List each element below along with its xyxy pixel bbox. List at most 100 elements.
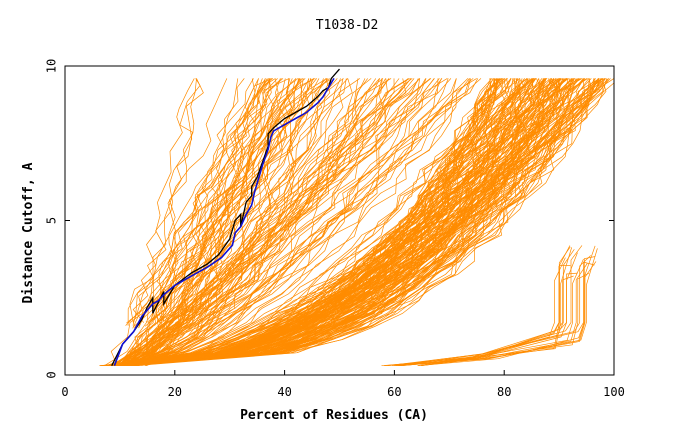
- model-curve: [399, 245, 583, 367]
- x-tick-label: 80: [497, 385, 511, 399]
- model-curve: [129, 78, 474, 367]
- model-curve: [138, 78, 431, 366]
- model-curve: [114, 78, 604, 367]
- x-tick-label: 20: [168, 385, 182, 399]
- model-curve: [402, 245, 571, 367]
- model-curve: [124, 78, 320, 366]
- model-curve: [417, 245, 596, 367]
- chart-title: T1038-D2: [316, 18, 379, 33]
- model-curve: [154, 78, 266, 326]
- model-curve: [114, 78, 332, 367]
- y-axis-label: Distance Cutoff, A: [21, 162, 36, 303]
- model-curve: [102, 78, 517, 367]
- model-curve: [113, 78, 512, 367]
- model-curve: [132, 78, 195, 323]
- model-curve: [141, 78, 472, 367]
- model-curve: [110, 78, 269, 366]
- model-curve: [136, 78, 457, 367]
- model-curve: [106, 78, 603, 367]
- model-curve: [126, 78, 263, 366]
- model-curve: [124, 78, 479, 367]
- model-curve: [129, 78, 395, 367]
- model-curve: [132, 78, 254, 328]
- model-curve: [118, 78, 384, 366]
- y-tick-label: 10: [45, 59, 59, 73]
- model-curve: [112, 78, 590, 367]
- model-curve: [122, 78, 383, 367]
- y-tick-label: 0: [45, 371, 59, 378]
- model-curve: [146, 78, 316, 320]
- model-curve: [387, 255, 591, 367]
- model-curve: [130, 78, 495, 367]
- model-curve: [110, 78, 328, 366]
- model-curve: [124, 78, 413, 367]
- model-curve: [124, 78, 540, 367]
- model-curve: [131, 78, 415, 367]
- model-curve: [119, 78, 344, 367]
- model-curve: [132, 78, 368, 367]
- model-curve: [131, 78, 380, 366]
- model-curve: [119, 78, 547, 367]
- model-curve: [105, 78, 338, 367]
- model-curve: [116, 78, 567, 367]
- model-curve: [145, 78, 449, 367]
- model-curve: [120, 78, 471, 367]
- model-curve: [120, 78, 435, 366]
- model-curve: [118, 78, 520, 367]
- model-curve: [157, 78, 197, 321]
- model-curve: [114, 78, 259, 367]
- model-curve: [383, 258, 584, 367]
- model-curve: [125, 78, 344, 367]
- model-curve: [385, 263, 588, 367]
- model-curves: [99, 78, 614, 367]
- model-curve: [163, 78, 239, 322]
- model-curve: [397, 246, 571, 367]
- model-curve: [124, 78, 477, 367]
- model-curve: [126, 78, 276, 324]
- x-axis-label: Percent of Residues (CA): [240, 408, 428, 423]
- model-curve: [99, 78, 503, 367]
- model-curve: [129, 78, 580, 367]
- model-curve: [121, 78, 400, 366]
- model-curve: [130, 78, 426, 367]
- model-curve: [395, 248, 598, 367]
- model-curve: [116, 78, 534, 367]
- y-tick-label: 5: [45, 217, 59, 224]
- model-curve: [137, 78, 469, 367]
- highlight-curve-blue: [113, 77, 335, 366]
- model-curve: [128, 78, 306, 367]
- model-curve: [120, 78, 427, 367]
- model-curve: [109, 78, 565, 367]
- model-curve: [118, 78, 607, 367]
- model-curve: [103, 78, 585, 367]
- model-curve: [130, 78, 390, 367]
- model-curve: [132, 78, 273, 326]
- model-curve: [114, 78, 543, 367]
- model-curve: [132, 78, 204, 323]
- model-curve: [118, 78, 555, 367]
- highlighted-curves: [111, 68, 340, 366]
- model-curve: [112, 78, 421, 367]
- model-curve: [387, 275, 574, 367]
- model-curve: [421, 256, 596, 367]
- x-tick-label: 40: [277, 385, 291, 399]
- model-curve: [100, 78, 534, 367]
- model-curve: [110, 78, 544, 367]
- model-curve: [132, 78, 419, 367]
- model-curve: [125, 78, 271, 326]
- model-curve: [159, 78, 278, 321]
- model-curve: [115, 78, 300, 367]
- highlight-curve-black: [111, 68, 340, 366]
- model-curve: [132, 78, 272, 367]
- model-curve: [105, 78, 600, 367]
- x-axis: 0 20 40 60 80 100: [61, 370, 625, 399]
- model-curve: [113, 78, 546, 367]
- model-curve: [130, 78, 570, 367]
- model-curve: [126, 78, 442, 367]
- model-curve: [135, 78, 607, 367]
- x-tick-label: 100: [603, 385, 625, 399]
- y-axis: 0 5 10: [45, 59, 614, 379]
- model-curve: [111, 78, 589, 367]
- model-curve: [133, 78, 270, 366]
